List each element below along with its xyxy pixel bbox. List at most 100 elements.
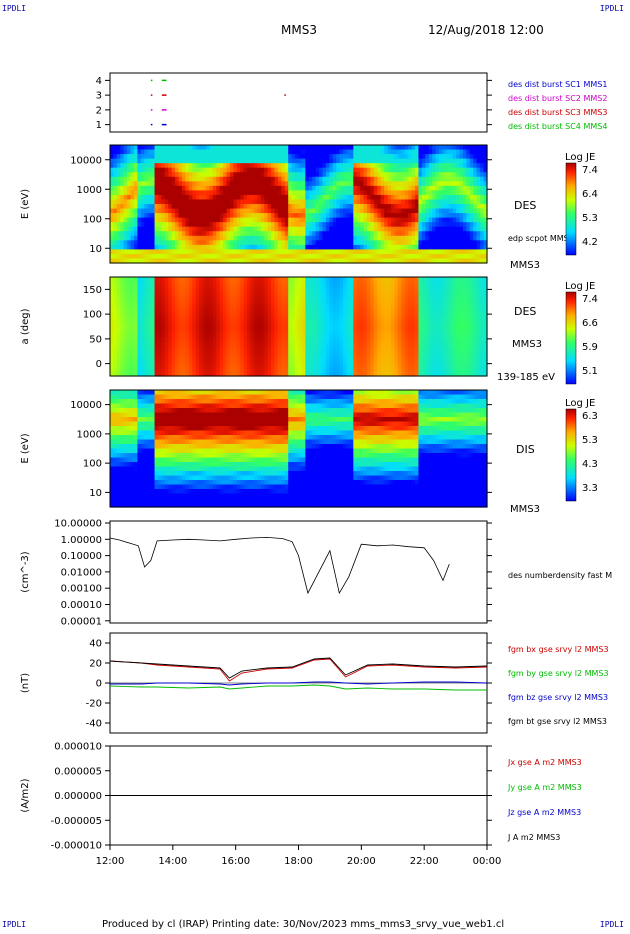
des-energy-cell [408,244,413,250]
des-pitch-cell [161,368,166,373]
des-pitch-cell [329,292,334,297]
des-energy-cell [373,194,378,201]
des-energy-cell [281,149,286,155]
des-energy-cell [401,172,406,178]
des-energy-cell [415,258,420,264]
des-pitch-cell [229,322,234,328]
des-energy-cell [144,163,149,169]
des-pitch-cell [264,330,269,335]
des-pitch-cell [360,341,365,347]
des-energy-cell [428,149,433,155]
des-pitch-cell [116,296,121,301]
des-pitch-cell [360,368,365,373]
des-pitch-cell [346,277,351,282]
des-energy-cell [133,167,139,173]
des-energy-cell [377,208,382,214]
des-pitch-cell [360,345,365,350]
des-pitch-cell [373,360,378,366]
des-energy-cell [349,154,354,160]
des-pitch-cell [216,303,221,309]
des-pitch-cell [113,356,118,362]
des-pitch-cell [154,277,159,282]
des-energy-cell [356,154,361,160]
des-energy-cell [192,199,197,205]
des-energy-cell [171,163,176,169]
des-energy-cell [319,190,324,196]
des-energy-cell [199,194,204,201]
des-pitch-cell [367,326,372,331]
des-energy-cell [301,249,306,255]
des-energy-cell [442,235,447,241]
des-pitch-cell [373,311,378,316]
des-pitch-cell [339,345,344,350]
des-energy-cell [127,176,132,182]
des-energy-cell [336,204,341,210]
footer-text: Produced by cl (IRAP) Printing date: 30/… [102,919,505,930]
des-energy-cell [445,217,450,223]
des-energy-cell [380,240,385,246]
des-pitch-cell [154,330,159,335]
des-pitch-cell [123,334,128,339]
des-pitch-cell [113,318,118,324]
des-pitch-cell [175,337,180,343]
des-energy-cell [439,149,444,155]
des-energy-cell [404,185,409,191]
des-energy-cell [212,145,217,151]
burst-ytick-label: 4 [96,76,102,87]
des-pitch-cell [137,288,142,293]
des-pitch-cell [336,356,341,362]
des-energy-cell [418,190,423,196]
des-pitch-cell [178,322,183,328]
des-energy-cell [188,235,193,241]
des-pitch-cell [267,307,272,312]
des-energy-cell [329,181,334,187]
des-pitch-cell [315,341,320,347]
des-pitch-cell [298,288,303,293]
des-pitch-cell [353,296,358,301]
des-pitch-cell [281,315,286,320]
des-pitch-cell [315,345,320,350]
des-pitch-cell [151,296,156,301]
des-energy-cell [380,167,385,173]
des-energy-cell [116,199,121,205]
des-energy-cell [250,176,255,182]
des-energy-cell [229,235,234,241]
des-energy-cell [476,163,481,169]
des-pitch-cell [332,299,337,305]
des-pitch-cell [363,284,368,290]
des-energy-cell [469,240,474,246]
des-pitch-cell [130,296,135,301]
des-energy-cell [480,185,485,191]
des-pitch-cell [243,277,248,282]
des-energy-cell [394,253,399,260]
des-energy-cell [473,194,478,201]
des-energy-cell [202,181,207,187]
des-pitch-cell [298,334,303,339]
des-pitch-cell [284,372,289,377]
des-pitch-cell [343,318,348,324]
des-pitch-cell [205,337,210,343]
des-pitch-cell [284,299,289,305]
des-energy-cell [240,231,245,237]
des-energy-cell [271,222,276,228]
des-energy-cell [175,213,180,219]
des-energy-cell [295,253,300,260]
des-pitch-cell [147,364,152,369]
des-pitch-cell [329,284,334,290]
des-energy-cell [391,244,396,250]
des-energy-cell [463,176,468,182]
des-energy-cell [267,194,272,201]
des-pitch-cell [267,337,272,343]
des-energy-cell [397,163,402,169]
des-energy-cell [428,185,433,191]
des-energy-cell [209,235,214,241]
des-energy-cell [120,222,125,228]
des-energy-cell [277,235,282,241]
des-pitch-cell [195,288,200,293]
des-energy-cell [401,217,406,223]
des-energy-cell [120,249,125,255]
des-pitch-cell [332,277,337,282]
des-energy-cell [432,185,437,191]
des-pitch-cell [319,360,324,366]
des-energy-cell [439,199,444,205]
